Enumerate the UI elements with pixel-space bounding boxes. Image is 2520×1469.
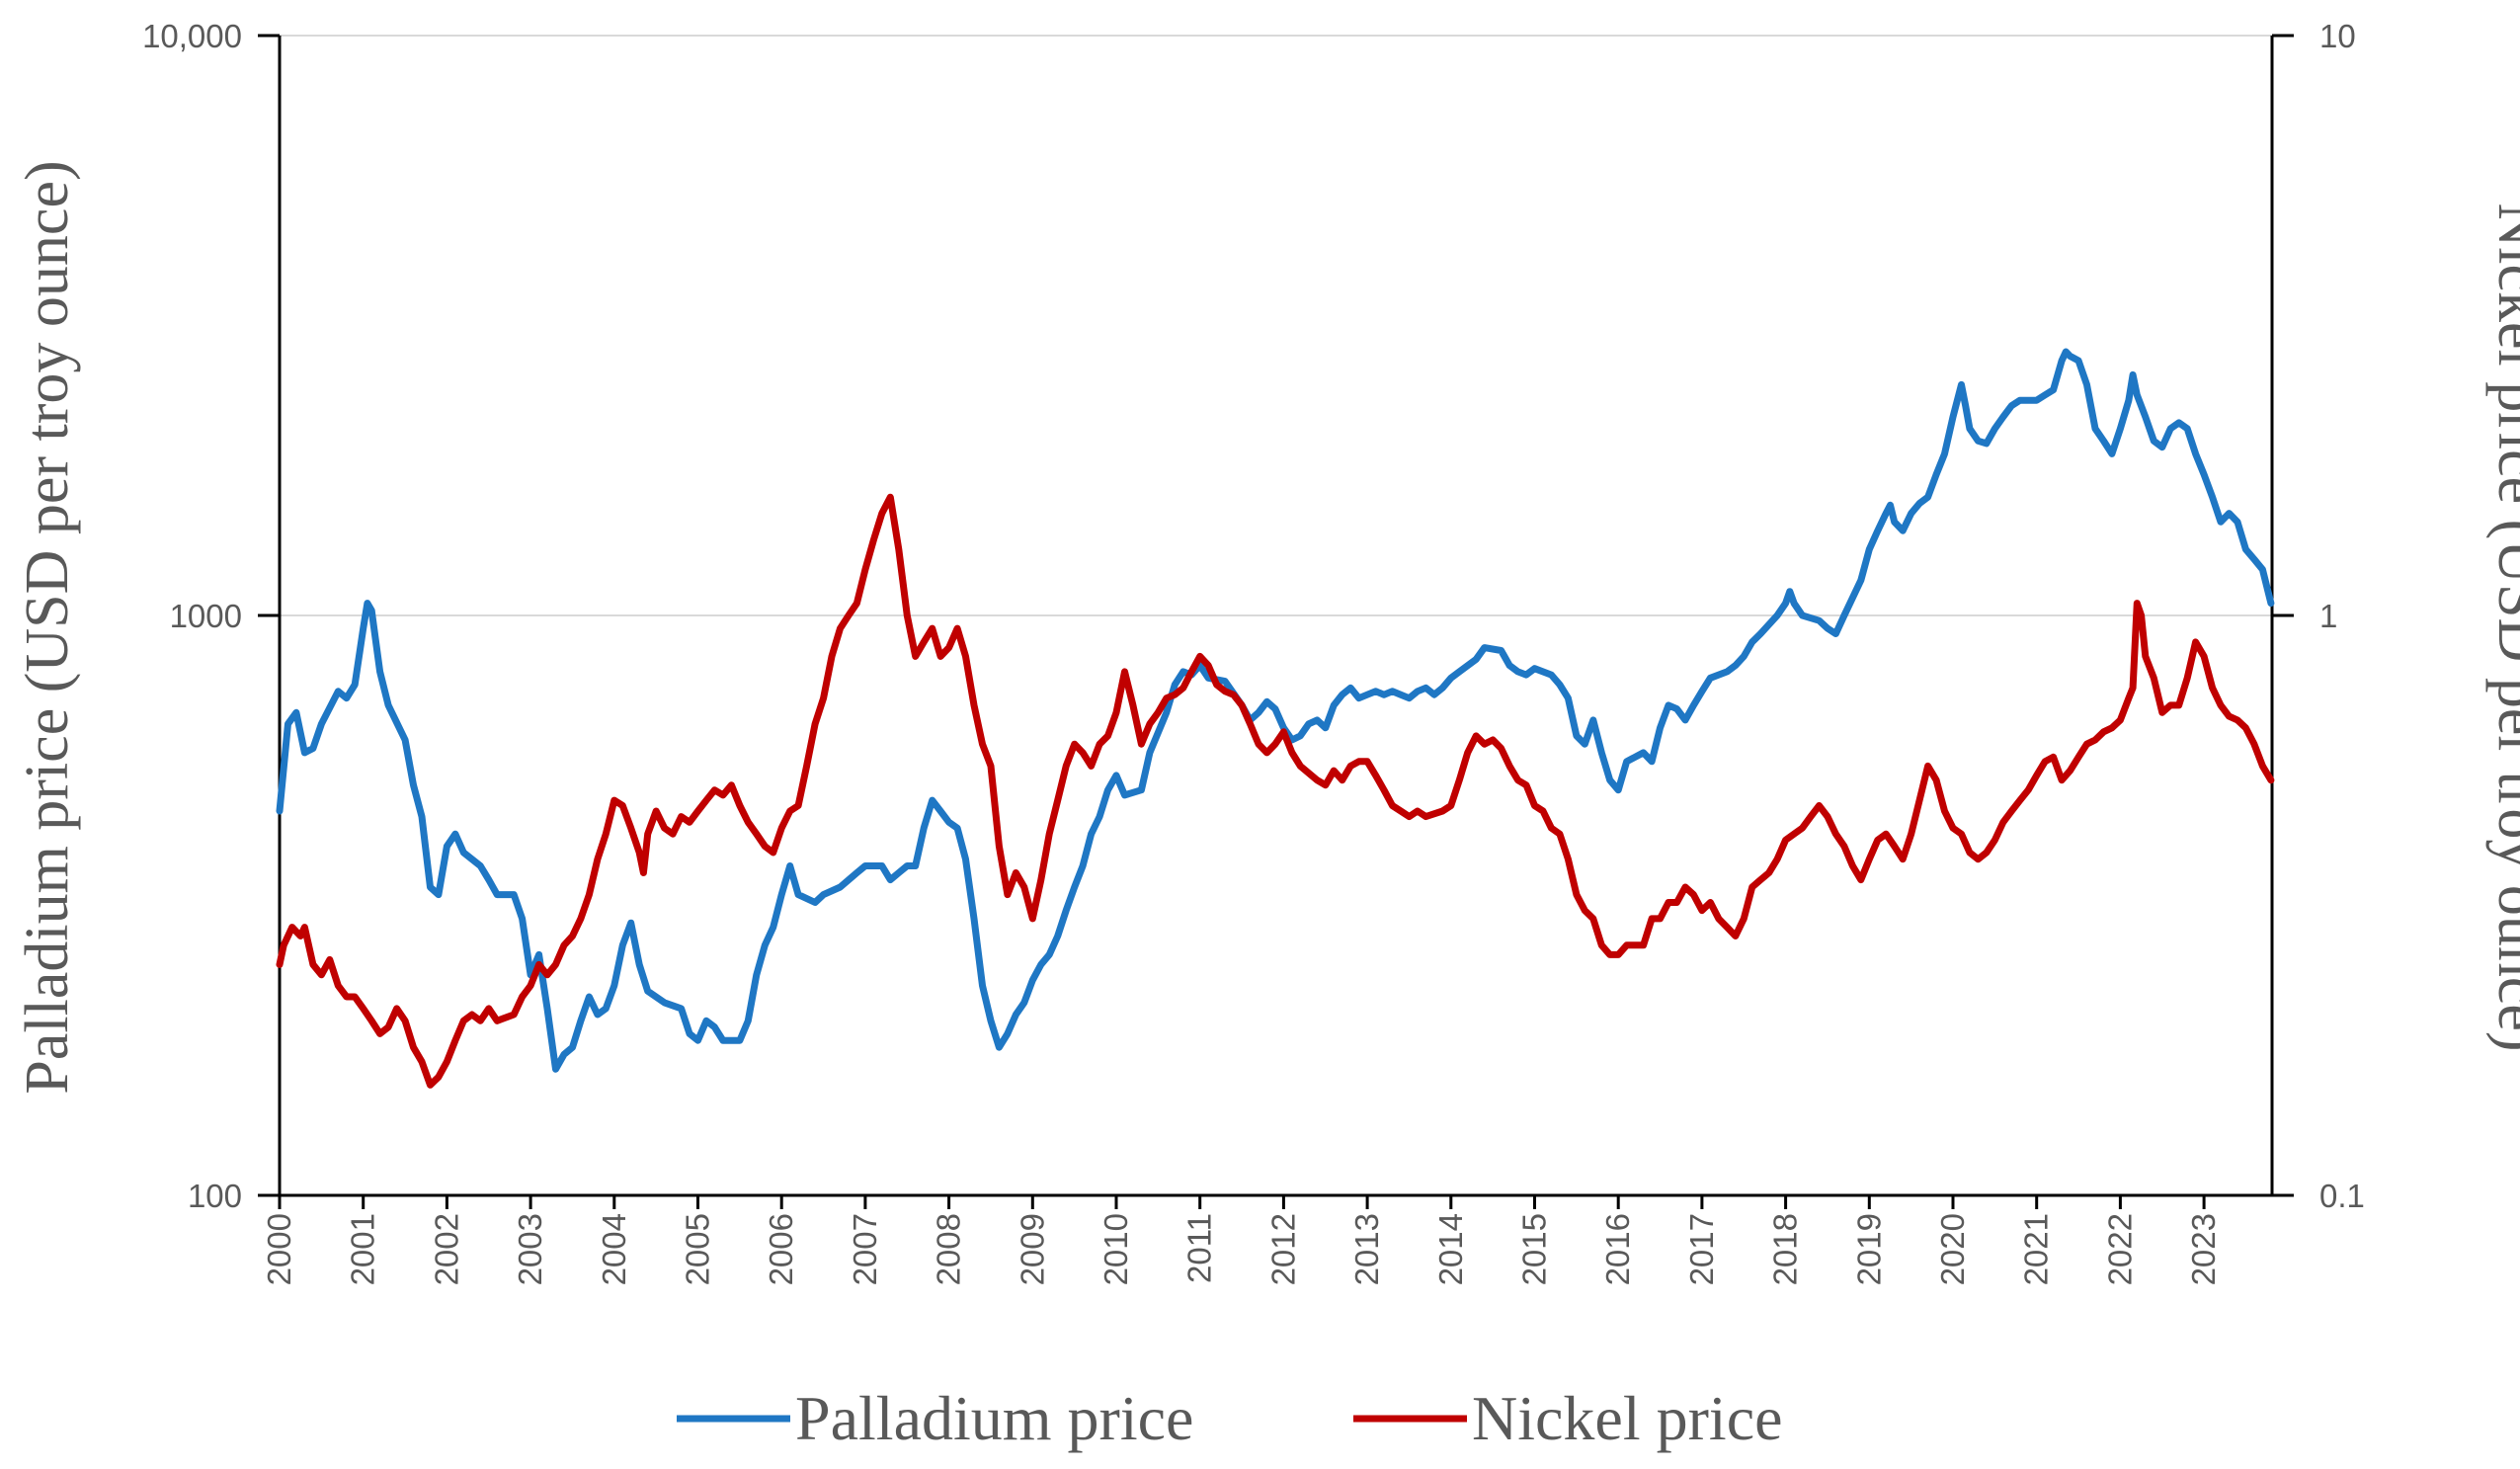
x-tick-label-1: 2001 xyxy=(345,1213,381,1285)
series-line-palladium-price xyxy=(276,348,2275,1073)
left-tick-labels: 100 1000 10,000 xyxy=(142,18,242,1214)
left-tick-label-2: 10,000 xyxy=(142,18,242,54)
legend-label-palladium: Palladium price xyxy=(795,1383,1193,1453)
series-line-nickel-price xyxy=(276,493,2275,1089)
x-tick-label-0: 2000 xyxy=(261,1213,297,1285)
x-tick-label-8: 2008 xyxy=(931,1213,967,1285)
axes xyxy=(258,34,2294,1209)
x-tick-label-11: 2011 xyxy=(1181,1213,1218,1283)
legend-label-nickel: Nickel price xyxy=(1472,1383,1783,1453)
gridlines xyxy=(280,35,2272,616)
right-axis-title: Nickel price (USD per troy ounce) xyxy=(2485,203,2520,1051)
x-tick-label-4: 2004 xyxy=(596,1213,632,1285)
x-tick-label-12: 2012 xyxy=(1264,1213,1301,1285)
x-tick-label-13: 2013 xyxy=(1348,1213,1385,1285)
x-tick-label-14: 2014 xyxy=(1432,1213,1469,1285)
x-tick-label-19: 2019 xyxy=(1850,1213,1887,1285)
x-tick-label-15: 2015 xyxy=(1516,1213,1553,1285)
x-tick-label-23: 2023 xyxy=(2185,1213,2222,1285)
x-tick-label-7: 2007 xyxy=(847,1213,883,1285)
right-tick-label-0: 0.1 xyxy=(2319,1178,2365,1214)
series-lines xyxy=(276,348,2275,1089)
x-tick-label-20: 2020 xyxy=(1934,1213,1971,1285)
left-tick-label-1: 1000 xyxy=(170,598,242,634)
x-tick-label-10: 2010 xyxy=(1097,1213,1134,1285)
legend: Palladium price Nickel price xyxy=(677,1383,1783,1453)
right-tick-labels: 0.1 1 10 xyxy=(2319,18,2365,1214)
left-tick-label-0: 100 xyxy=(188,1178,242,1214)
x-tick-label-3: 2003 xyxy=(512,1213,548,1285)
x-tick-label-18: 2018 xyxy=(1767,1213,1804,1285)
x-tick-label-16: 2016 xyxy=(1599,1213,1636,1285)
right-tick-label-2: 10 xyxy=(2319,18,2356,54)
x-tick-label-9: 2009 xyxy=(1014,1213,1050,1285)
x-tick-label-6: 2006 xyxy=(763,1213,799,1285)
x-tick-label-2: 2002 xyxy=(428,1213,464,1285)
x-tick-label-17: 2017 xyxy=(1683,1213,1720,1285)
x-tick-label-5: 2005 xyxy=(680,1213,716,1285)
right-tick-label-1: 1 xyxy=(2319,598,2337,634)
left-axis-title: Palladium price (USD per troy ounce) xyxy=(14,160,81,1094)
x-tick-label-22: 2022 xyxy=(2101,1213,2138,1285)
x-tick-label-21: 2021 xyxy=(2018,1213,2055,1285)
x-tick-labels: 2000 2001 2002 2003 2004 2005 2006 2007 2008 2009… xyxy=(261,1213,2222,1285)
